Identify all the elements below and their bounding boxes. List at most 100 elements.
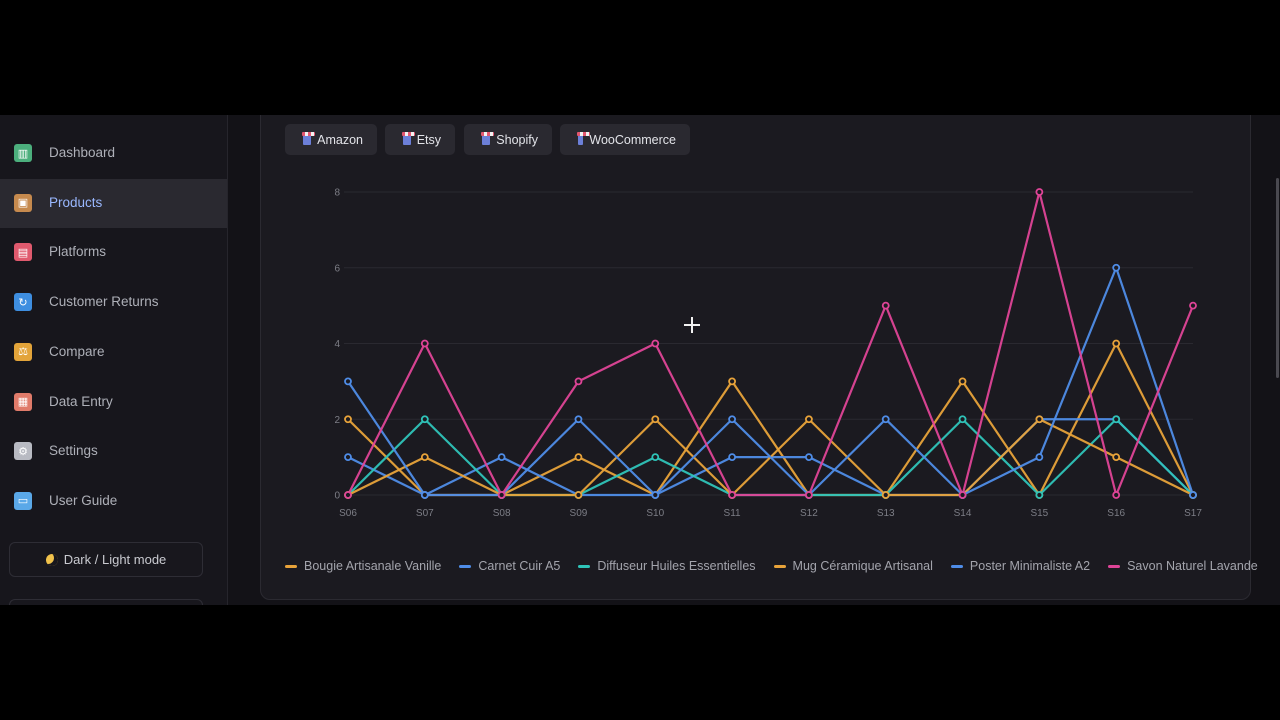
bar-chart-icon: ▥ — [14, 144, 32, 162]
store-icon — [576, 131, 591, 145]
sidebar-item-settings[interactable]: ⚙ Settings — [0, 427, 227, 476]
legend-swatch — [1108, 564, 1121, 568]
x-tick-label: S06 — [339, 508, 357, 519]
x-tick-label: S14 — [954, 508, 972, 519]
legend-item[interactable]: Savon Naturel Lavande — [1108, 559, 1258, 573]
sidebar-item-label: User Guide — [49, 492, 118, 508]
data-point — [1189, 301, 1197, 310]
legend-swatch — [950, 564, 963, 568]
sidebar-item-dashboard[interactable]: ▥ Dashboard — [0, 129, 227, 178]
scales-icon: ⚖ — [14, 342, 32, 361]
move-cursor-icon — [684, 317, 700, 333]
store-icon: ▤ — [14, 243, 32, 262]
sidebar-item-label: Dashboard — [49, 145, 116, 160]
store-icon — [402, 131, 415, 145]
tab-shopify[interactable]: Shopify — [464, 124, 552, 155]
legend-label: Savon Naturel Lavande — [1127, 559, 1258, 573]
x-tick-label: S07 — [416, 508, 434, 519]
dark-light-mode-button[interactable]: Dark / Light mode — [9, 542, 203, 577]
data-point — [420, 415, 429, 424]
sidebar-item-label: Data Entry — [49, 393, 113, 409]
moon-icon — [45, 553, 58, 566]
data-point — [728, 377, 736, 386]
tab-label: Etsy — [416, 132, 441, 147]
sidebar-bottom-button[interactable] — [9, 599, 203, 605]
sidebar-item-customer-returns[interactable]: ↻ Customer Returns — [0, 278, 227, 327]
data-point — [881, 415, 890, 424]
sidebar-item-platforms[interactable]: ▤ Platforms — [0, 228, 227, 277]
data-point — [497, 491, 506, 499]
sidebar-item-products[interactable]: ▣ Products — [0, 178, 227, 228]
data-point — [1112, 263, 1121, 272]
data-point — [958, 377, 967, 386]
data-point — [344, 415, 352, 424]
refresh-icon: ↻ — [14, 293, 32, 312]
legend-label: Poster Minimaliste A2 — [969, 559, 1091, 573]
sidebar-item-label: Products — [49, 194, 103, 210]
data-point — [651, 339, 660, 348]
y-tick-label: 2 — [334, 415, 340, 426]
legend-item[interactable]: Diffuseur Huiles Essentielles — [578, 559, 756, 573]
data-point — [728, 415, 736, 424]
package-icon: ▣ — [14, 193, 32, 212]
data-point — [1035, 453, 1044, 462]
sidebar-item-label: Compare — [49, 343, 105, 359]
data-point — [1112, 453, 1121, 462]
page-scrollbar[interactable] — [1276, 178, 1279, 378]
sidebar-item-label: Platforms — [49, 244, 107, 260]
y-tick-label: 0 — [334, 491, 340, 502]
tab-label: WooCommerce — [589, 132, 676, 147]
sidebar-item-label: Customer Returns — [49, 294, 159, 310]
sidebar-item-compare[interactable]: ⚖ Compare — [0, 328, 227, 377]
data-point — [574, 453, 583, 462]
y-tick-label: 4 — [334, 339, 340, 350]
data-point — [1112, 415, 1121, 424]
store-icon — [301, 131, 316, 145]
data-point — [651, 415, 660, 424]
data-point — [651, 453, 660, 462]
data-point — [1035, 491, 1044, 499]
data-point — [805, 415, 813, 424]
legend-swatch — [773, 564, 786, 568]
tab-label: Amazon — [317, 132, 363, 147]
mode-toggle-label: Dark / Light mode — [63, 552, 167, 567]
book-icon: ▭ — [14, 491, 32, 510]
legend-item[interactable]: Mug Céramique Artisanal — [773, 559, 933, 573]
data-point — [958, 415, 967, 424]
data-point — [344, 491, 352, 499]
series-line-4 — [347, 266, 1195, 497]
data-point — [344, 377, 352, 386]
x-tick-label: S09 — [570, 508, 588, 519]
data-point — [420, 453, 429, 462]
legend-swatch — [285, 564, 297, 568]
data-point — [958, 491, 967, 499]
chart-card — [260, 115, 1251, 600]
legend-item[interactable]: Carnet Cuir A5 — [459, 559, 560, 573]
y-tick-label: 8 — [334, 188, 340, 199]
data-point — [1035, 188, 1044, 196]
app-window: ▭ User Guide ⚙ Settings ▦ Data Entry ⚖ Compare ↻… — [0, 115, 1280, 605]
legend-label: Carnet Cuir A5 — [478, 559, 561, 573]
data-point — [728, 453, 736, 462]
tab-amazon[interactable]: Amazon — [285, 124, 377, 155]
legend-label: Mug Céramique Artisanal — [792, 559, 933, 573]
x-tick-label: S17 — [1184, 508, 1202, 519]
data-point — [344, 453, 352, 462]
sidebar-item-data-entry[interactable]: ▦ Data Entry — [0, 378, 227, 427]
sidebar: ▭ User Guide ⚙ Settings ▦ Data Entry ⚖ Compare ↻… — [0, 115, 228, 605]
tab-etsy[interactable]: Etsy — [385, 124, 455, 155]
x-tick-label: S12 — [800, 508, 818, 519]
legend-item[interactable]: Bougie Artisanale Vanille — [285, 559, 441, 573]
data-point — [497, 453, 506, 462]
data-point — [1189, 491, 1197, 499]
data-point — [881, 301, 890, 310]
data-point — [574, 415, 583, 424]
x-tick-label: S16 — [1107, 508, 1125, 519]
legend-item[interactable]: Poster Minimaliste A2 — [950, 559, 1091, 573]
sidebar-item-label: Settings — [49, 443, 98, 459]
line-chart: 0 2 4 6 8 S06 S07 S08 S09 S10 S11 S12 S13 S14 S15 S16 S1… — [334, 188, 1202, 520]
sidebar-item-user-guide[interactable]: ▭ User Guide — [0, 477, 227, 526]
data-point — [651, 491, 660, 499]
data-point — [1112, 491, 1121, 499]
tab-woocommerce[interactable]: WooCommerce — [560, 124, 690, 155]
